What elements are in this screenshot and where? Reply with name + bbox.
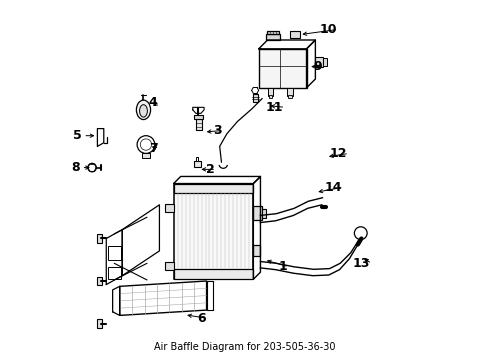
Bar [267, 31, 278, 34]
Bar [196, 119, 201, 130]
Text: 3: 3 [212, 124, 221, 137]
Bar [97, 277, 102, 285]
Bar [268, 95, 272, 99]
Bar [267, 88, 273, 96]
Bar [195, 157, 198, 161]
Bar [315, 57, 323, 67]
Bar [173, 269, 253, 279]
Text: 1: 1 [278, 260, 286, 273]
Text: 10: 10 [319, 23, 336, 36]
Text: 7: 7 [149, 141, 157, 154]
Text: 11: 11 [265, 101, 283, 114]
Bar [323, 58, 327, 66]
Bar [108, 246, 121, 260]
Bar [164, 204, 173, 212]
Bar [265, 34, 280, 40]
Bar [97, 234, 102, 243]
Text: 9: 9 [313, 60, 322, 73]
Bar [286, 88, 292, 96]
Text: 4: 4 [149, 95, 157, 108]
Bar [173, 184, 253, 193]
Bar [262, 209, 266, 218]
Bar [253, 206, 262, 220]
Text: 12: 12 [329, 147, 346, 160]
Text: 5: 5 [73, 129, 81, 142]
Ellipse shape [139, 105, 147, 117]
Bar [253, 245, 260, 256]
Text: 13: 13 [352, 257, 369, 270]
Bar [194, 161, 200, 167]
Bar [142, 153, 149, 158]
Text: 14: 14 [324, 181, 341, 194]
Bar [194, 115, 202, 119]
Bar [252, 94, 257, 102]
Bar [258, 49, 306, 88]
Bar [164, 262, 173, 270]
Bar [108, 267, 121, 279]
Bar [289, 31, 299, 38]
Text: 6: 6 [197, 312, 205, 325]
Text: 2: 2 [205, 163, 214, 176]
Ellipse shape [136, 100, 150, 120]
Bar [173, 184, 253, 279]
Text: 8: 8 [71, 161, 80, 174]
Bar [97, 319, 102, 328]
Text: Air Baffle Diagram for 203-505-36-30: Air Baffle Diagram for 203-505-36-30 [153, 342, 335, 352]
Bar [287, 95, 291, 99]
